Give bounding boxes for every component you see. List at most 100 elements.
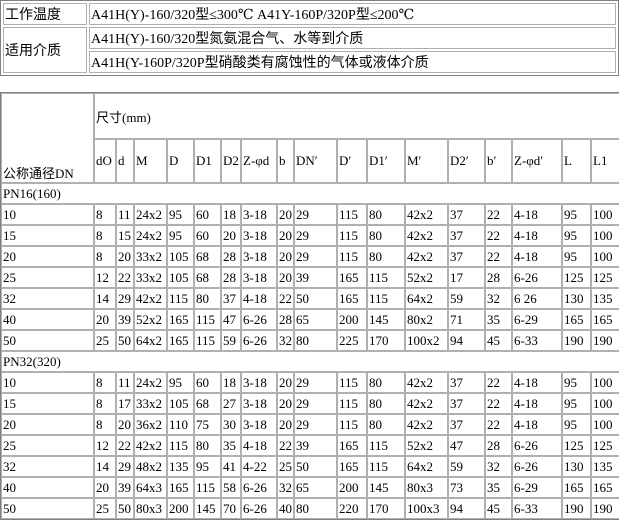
table-row: 20 8 20 33x2 105 68 28 3-18 20 29 115 80 42x2 37 22 4-1… bbox=[1, 246, 619, 267]
table-row: 25 12 22 33x2 105 68 28 3-18 20 39 165 115 52x2 17 28 6… bbox=[1, 267, 619, 288]
table-cell: 145 bbox=[194, 498, 221, 519]
table-cell: 95 bbox=[194, 456, 221, 477]
table-cell: 64x2 bbox=[405, 456, 448, 477]
table-cell: 20 bbox=[277, 225, 294, 246]
table-cell: 40 bbox=[277, 498, 294, 519]
table-cell: 30 bbox=[221, 414, 241, 435]
table-cell: 58 bbox=[221, 477, 241, 498]
table-cell: 115 bbox=[337, 204, 367, 225]
table-cell: 6-26 bbox=[241, 498, 277, 519]
table-cell: 64x3 bbox=[134, 477, 167, 498]
column-header: M′ bbox=[405, 139, 448, 183]
table-cell: 95 bbox=[562, 246, 591, 267]
dn-cell: 20 bbox=[1, 246, 94, 267]
table-cell: 73 bbox=[448, 477, 485, 498]
table-cell: 145 bbox=[367, 309, 405, 330]
table-row: 25 12 22 42x2 115 80 35 4-18 22 39 165 115 52x2 47 28 6… bbox=[1, 435, 619, 456]
table-cell: 42x2 bbox=[405, 414, 448, 435]
table-cell: 20 bbox=[277, 246, 294, 267]
table-row: 10 8 11 24x2 95 60 18 3-18 20 29 115 80 42x2 37 22 4-18… bbox=[1, 204, 619, 225]
table-cell: 20 bbox=[277, 393, 294, 414]
table-cell: 35 bbox=[485, 309, 512, 330]
table-cell: 3-18 bbox=[241, 372, 277, 393]
table-cell: 165 bbox=[337, 456, 367, 477]
table-cell: 3-18 bbox=[241, 393, 277, 414]
size-header: 尺寸(mm) bbox=[94, 93, 619, 139]
table-cell: 8 bbox=[94, 225, 116, 246]
table-row: 32 14 29 48x2 135 95 41 4-22 25 50 165 115 64x2 59 32 6… bbox=[1, 456, 619, 477]
table-cell: 20 bbox=[116, 246, 134, 267]
table-cell: 24x2 bbox=[134, 372, 167, 393]
table-cell: 28 bbox=[485, 435, 512, 456]
table-cell: 4-22 bbox=[241, 456, 277, 477]
table-cell: 14 bbox=[94, 456, 116, 477]
table-row: 15 8 15 24x2 95 60 20 3-18 20 29 115 80 42x2 37 22 4-18… bbox=[1, 225, 619, 246]
table-cell: 28 bbox=[277, 309, 294, 330]
table-cell: 135 bbox=[591, 456, 619, 477]
table-cell: 39 bbox=[116, 477, 134, 498]
table-cell: 6-26 bbox=[241, 477, 277, 498]
table-cell: 22 bbox=[277, 288, 294, 309]
column-header: Z-φd′ bbox=[512, 139, 562, 183]
table-cell: 68 bbox=[194, 393, 221, 414]
table-cell: 115 bbox=[167, 435, 194, 456]
table-cell: 70 bbox=[221, 498, 241, 519]
table-row: 50 25 50 64x2 165 115 59 6-26 32 80 225 170 100x2 94 4… bbox=[1, 330, 619, 351]
table-cell: 200 bbox=[337, 477, 367, 498]
pressure-group-label: PN32(320) bbox=[1, 351, 619, 372]
column-header: Z-φd bbox=[241, 139, 277, 183]
table-cell: 15 bbox=[116, 225, 134, 246]
table-row: 10 8 11 24x2 95 60 18 3-18 20 29 115 80 42x2 37 22 4-18… bbox=[1, 372, 619, 393]
table-cell: 6-29 bbox=[512, 309, 562, 330]
table-cell: 8 bbox=[94, 414, 116, 435]
table-cell: 145 bbox=[367, 477, 405, 498]
table-cell: 28 bbox=[221, 246, 241, 267]
table-cell: 115 bbox=[167, 288, 194, 309]
table-cell: 3-18 bbox=[241, 267, 277, 288]
table-cell: 37 bbox=[221, 288, 241, 309]
table-cell: 190 bbox=[562, 498, 591, 519]
temperature-label: 工作温度 bbox=[3, 3, 87, 25]
table-cell: 47 bbox=[448, 435, 485, 456]
table-cell: 18 bbox=[221, 204, 241, 225]
table-cell: 165 bbox=[562, 309, 591, 330]
table-cell: 65 bbox=[294, 309, 337, 330]
table-cell: 32 bbox=[277, 330, 294, 351]
table-cell: 3-18 bbox=[241, 414, 277, 435]
table-cell: 115 bbox=[367, 456, 405, 477]
table-cell: 20 bbox=[277, 414, 294, 435]
table-cell: 80x3 bbox=[134, 498, 167, 519]
table-cell: 45 bbox=[485, 330, 512, 351]
table-cell: 94 bbox=[448, 498, 485, 519]
table-cell: 60 bbox=[194, 204, 221, 225]
table-cell: 35 bbox=[485, 477, 512, 498]
table-cell: 100x3 bbox=[405, 498, 448, 519]
table-cell: 80 bbox=[194, 435, 221, 456]
table-cell: 4-18 bbox=[512, 225, 562, 246]
table-cell: 95 bbox=[562, 414, 591, 435]
table-cell: 190 bbox=[562, 330, 591, 351]
table-cell: 24x2 bbox=[134, 204, 167, 225]
table-cell: 29 bbox=[294, 204, 337, 225]
table-cell: 22 bbox=[485, 393, 512, 414]
table-cell: 100 bbox=[591, 393, 619, 414]
table-cell: 165 bbox=[167, 330, 194, 351]
table-cell: 52x2 bbox=[405, 435, 448, 456]
table-cell: 39 bbox=[294, 435, 337, 456]
table-cell: 50 bbox=[116, 330, 134, 351]
table-cell: 18 bbox=[221, 372, 241, 393]
table-cell: 4-18 bbox=[512, 393, 562, 414]
media-value: A41H(Y-160P/320P型硝酸类有腐蚀性的气体或液体介质 bbox=[89, 51, 616, 73]
table-cell: 165 bbox=[337, 435, 367, 456]
column-header: b′ bbox=[485, 139, 512, 183]
table-cell: 165 bbox=[591, 309, 619, 330]
table-cell: 125 bbox=[562, 267, 591, 288]
table-cell: 115 bbox=[194, 330, 221, 351]
table-cell: 115 bbox=[194, 309, 221, 330]
table-cell: 11 bbox=[116, 204, 134, 225]
table-cell: 4-18 bbox=[512, 372, 562, 393]
table-cell: 80 bbox=[367, 414, 405, 435]
table-cell: 95 bbox=[562, 393, 591, 414]
table-cell: 225 bbox=[337, 330, 367, 351]
table-cell: 6-26 bbox=[512, 456, 562, 477]
